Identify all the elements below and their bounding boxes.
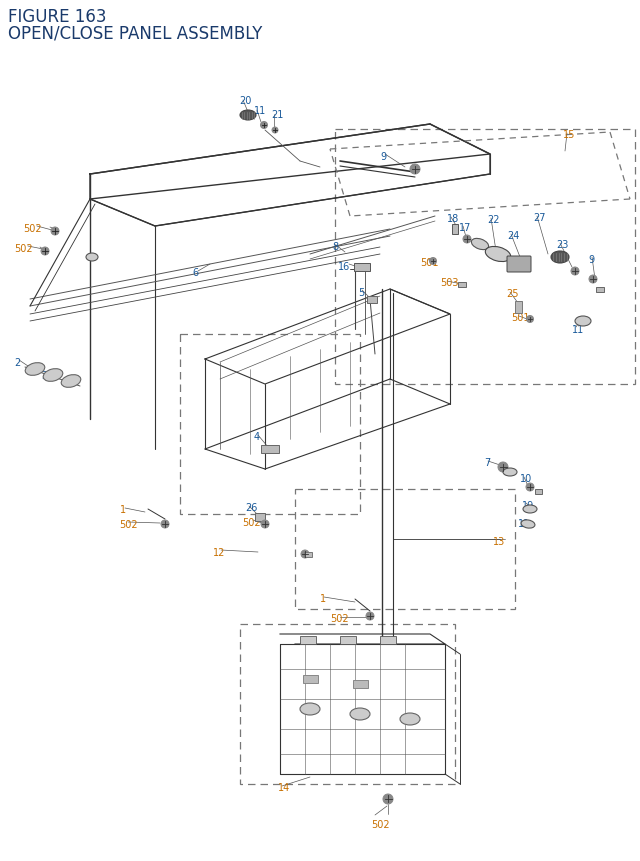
Text: 26: 26 bbox=[245, 503, 257, 512]
Text: 23: 23 bbox=[556, 239, 568, 250]
Circle shape bbox=[301, 550, 309, 558]
Bar bbox=[458, 282, 466, 288]
Text: 502: 502 bbox=[242, 517, 260, 528]
Ellipse shape bbox=[61, 375, 81, 388]
Text: 501: 501 bbox=[511, 313, 529, 323]
Text: 502: 502 bbox=[371, 819, 390, 829]
Text: 7: 7 bbox=[484, 457, 490, 468]
Text: 27: 27 bbox=[533, 213, 545, 223]
Ellipse shape bbox=[472, 239, 488, 251]
Text: 2: 2 bbox=[65, 376, 71, 387]
Text: 25: 25 bbox=[506, 288, 518, 299]
Ellipse shape bbox=[485, 247, 511, 263]
Circle shape bbox=[51, 228, 59, 236]
Ellipse shape bbox=[523, 505, 537, 513]
Bar bbox=[335, 130, 635, 385]
Circle shape bbox=[589, 276, 597, 283]
Circle shape bbox=[41, 248, 49, 256]
Text: FIGURE 163: FIGURE 163 bbox=[8, 8, 106, 26]
Text: 502: 502 bbox=[119, 519, 138, 530]
Circle shape bbox=[498, 462, 508, 473]
Bar bbox=[340, 636, 356, 644]
Circle shape bbox=[366, 612, 374, 620]
Ellipse shape bbox=[521, 520, 535, 529]
Circle shape bbox=[527, 316, 534, 323]
Bar bbox=[255, 513, 265, 522]
Text: 17: 17 bbox=[459, 223, 472, 232]
Text: 3: 3 bbox=[41, 370, 47, 381]
Ellipse shape bbox=[240, 111, 256, 121]
Circle shape bbox=[463, 236, 471, 244]
Ellipse shape bbox=[300, 703, 320, 715]
Text: 22: 22 bbox=[487, 214, 499, 225]
Text: 24: 24 bbox=[507, 231, 520, 241]
Bar bbox=[452, 225, 458, 235]
Ellipse shape bbox=[86, 254, 98, 262]
Text: 12: 12 bbox=[213, 548, 225, 557]
Text: 502: 502 bbox=[14, 244, 33, 254]
Text: 2: 2 bbox=[14, 357, 20, 368]
Bar bbox=[380, 636, 396, 644]
Circle shape bbox=[260, 122, 268, 129]
Bar bbox=[295, 489, 515, 610]
Text: 9: 9 bbox=[380, 152, 386, 162]
Bar bbox=[300, 636, 316, 644]
Text: 11: 11 bbox=[572, 325, 584, 335]
FancyBboxPatch shape bbox=[507, 257, 531, 273]
Circle shape bbox=[161, 520, 169, 529]
Text: 10: 10 bbox=[520, 474, 532, 483]
Text: 4: 4 bbox=[254, 431, 260, 442]
Circle shape bbox=[410, 164, 420, 175]
Text: 502: 502 bbox=[330, 613, 349, 623]
Bar bbox=[515, 301, 522, 313]
Text: 9: 9 bbox=[588, 255, 594, 264]
Circle shape bbox=[429, 258, 436, 265]
Bar bbox=[354, 263, 370, 272]
Text: OPEN/CLOSE PANEL ASSEMBLY: OPEN/CLOSE PANEL ASSEMBLY bbox=[8, 24, 262, 42]
Bar bbox=[367, 296, 377, 303]
Text: 21: 21 bbox=[271, 110, 284, 120]
Text: 14: 14 bbox=[278, 782, 291, 792]
Ellipse shape bbox=[551, 251, 569, 263]
Ellipse shape bbox=[25, 363, 45, 376]
Bar bbox=[534, 489, 541, 494]
Text: 16: 16 bbox=[338, 262, 350, 272]
Text: 501: 501 bbox=[420, 257, 438, 268]
Ellipse shape bbox=[400, 713, 420, 725]
Text: 13: 13 bbox=[493, 536, 505, 547]
Text: 11: 11 bbox=[254, 106, 266, 116]
Text: 502: 502 bbox=[23, 224, 42, 233]
Text: 6: 6 bbox=[192, 268, 198, 278]
Circle shape bbox=[571, 268, 579, 276]
Bar bbox=[304, 552, 312, 557]
Ellipse shape bbox=[575, 317, 591, 326]
Bar bbox=[261, 445, 279, 454]
Bar bbox=[353, 680, 367, 688]
Circle shape bbox=[526, 483, 534, 492]
Circle shape bbox=[383, 794, 393, 804]
Ellipse shape bbox=[350, 709, 370, 720]
Text: 1: 1 bbox=[320, 593, 326, 604]
Ellipse shape bbox=[503, 468, 517, 476]
Text: 15: 15 bbox=[563, 130, 575, 139]
Bar bbox=[240, 624, 455, 784]
Text: 8: 8 bbox=[332, 242, 338, 251]
Text: 11: 11 bbox=[518, 518, 531, 529]
Circle shape bbox=[261, 520, 269, 529]
Bar bbox=[596, 288, 604, 292]
Circle shape bbox=[272, 127, 278, 133]
Text: 1: 1 bbox=[120, 505, 126, 514]
Bar bbox=[303, 675, 317, 684]
Ellipse shape bbox=[44, 369, 63, 382]
Text: 20: 20 bbox=[239, 96, 252, 106]
Text: 19: 19 bbox=[522, 500, 534, 511]
Text: 5: 5 bbox=[358, 288, 364, 298]
Text: 503: 503 bbox=[440, 278, 458, 288]
Bar bbox=[180, 335, 360, 514]
Text: 18: 18 bbox=[447, 214, 460, 224]
